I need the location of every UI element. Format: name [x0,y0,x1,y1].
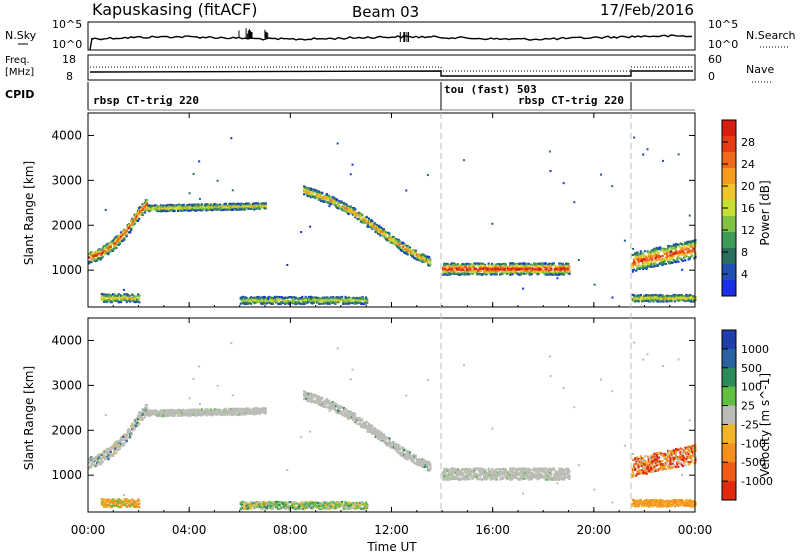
colorbar-tick: 4 [741,268,748,281]
freq-label: Freq. [5,55,30,66]
power-colorbar-label: Power [dB] [758,180,772,245]
nsky-label: N.Sky [5,29,37,42]
date-title: 17/Feb/2016 [600,1,694,19]
nsky-tick-bottom: 10^0 [52,38,82,51]
nsearch-tick-top: 10^5 [708,18,738,31]
y-tick-label: 4000 [51,128,82,142]
y-tick-label: 3000 [51,173,82,187]
x-tick-label: 16:00 [475,523,510,537]
x-tick-label: 08:00 [273,523,308,537]
y-tick-label: 3000 [51,378,82,392]
velocity-colorbar-label: Velocity [m s^-1] [758,373,772,477]
power-plot [87,112,697,308]
freq-nave-traces [89,66,693,77]
colorbar-tick: 100 [741,381,762,394]
x-tick-label: 20:00 [577,523,612,537]
colorbar-tick: 500 [741,362,762,375]
y-tick-label: 1000 [51,468,82,482]
y-tick-label: 2000 [51,423,82,437]
x-tick-label: 12:00 [374,523,409,537]
beam-title: Beam 03 [352,3,419,21]
x-tick-label: 00:00 [678,523,713,537]
cpid-label: CPID [5,88,34,101]
cpid-segment-1: rbsp CT-trig 220 [93,94,199,107]
colorbar-tick: 20 [741,180,755,193]
colorbar-tick: -1000 [741,475,773,488]
nsearch-tick-bottom: 10^0 [708,38,738,51]
velocity-colorbar: 1000 500 100 25 -25 -100 -500 -1000 [721,329,773,501]
freq-panel [87,54,696,81]
velocity-ylabel: Slant Range [km] [22,366,36,470]
colorbar-tick: -500 [741,456,766,469]
velocity-plot [87,317,697,513]
nave-tick-bottom: 0 [708,70,715,83]
freq-tick-top: 18 [62,53,76,66]
nsky-trace [89,28,693,51]
nave-label: Nave [746,63,774,76]
colorbar-tick: 25 [741,400,755,413]
colorbar-tick: 16 [741,202,755,215]
x-tick-label: 04:00 [172,523,207,537]
colorbar-tick: 1000 [741,343,769,356]
x-tick-label: 00:00 [71,523,106,537]
nsearch-label: N.Search [746,29,796,42]
y-tick-label: 4000 [51,333,82,347]
freq-unit-label: [MHz] [5,67,34,78]
colorbar-tick: 24 [741,158,755,171]
colorbar-tick: -100 [741,437,766,450]
power-colorbar: 4 8 12 16 20 24 28 [721,119,755,297]
colorbar-tick: 28 [741,136,755,149]
colorbar-tick: 12 [741,224,755,237]
y-tick-label: 1000 [51,263,82,277]
power-ylabel: Slant Range [km] [22,161,36,265]
colorbar-tick: -25 [741,418,759,431]
cpid-segment-3: rbsp CT-trig 220 [518,94,624,107]
nsky-panel [87,21,696,51]
y-tick-label: 2000 [51,218,82,232]
cpid-segment-2: tou (fast) 503 [444,83,537,96]
nave-tick-top: 60 [708,53,722,66]
freq-tick-bottom: 8 [66,70,73,83]
colorbar-tick: 8 [741,246,748,259]
station-title: Kapuskasing (fitACF) [92,0,257,19]
x-axis-label: Time UT [366,540,417,554]
nsky-tick-top: 10^5 [52,18,82,31]
